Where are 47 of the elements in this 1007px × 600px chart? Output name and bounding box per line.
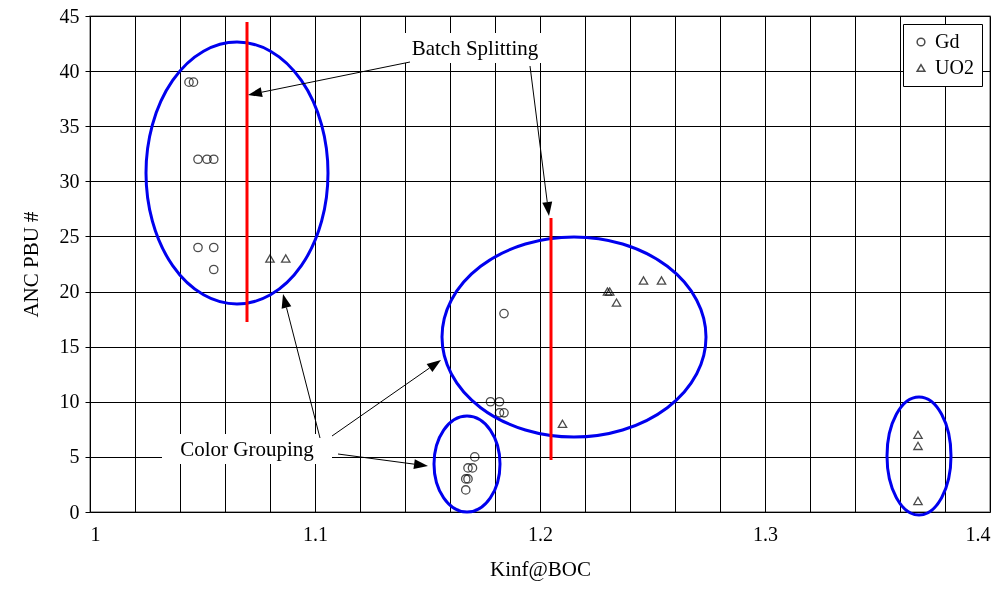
point (913, 430, 923, 440)
point (913, 496, 923, 506)
point (638, 276, 649, 285)
y-tick-label: 40 (59, 59, 80, 82)
point (656, 276, 667, 285)
y-tick-label: 25 (59, 224, 80, 247)
y-tick-label: 5 (69, 445, 80, 468)
point (202, 154, 212, 165)
point (499, 308, 509, 319)
point (188, 77, 199, 87)
annotation: Batch Splitting (411, 36, 539, 60)
x-axis-title: Kinf@BOC (489, 556, 592, 581)
point (280, 254, 291, 263)
point (494, 407, 505, 418)
point (467, 463, 478, 473)
point (193, 242, 203, 253)
point (208, 242, 219, 253)
y-tick-label: 45 (59, 4, 80, 27)
point (463, 463, 473, 473)
y-tick-label: 10 (59, 390, 80, 413)
legend-label: UO2 (935, 56, 974, 78)
point (208, 264, 219, 275)
point (499, 407, 509, 418)
y-tick-label: 20 (59, 280, 80, 303)
point (265, 254, 275, 263)
point (193, 154, 203, 165)
y-axis-title: ANC PBU # (18, 210, 43, 318)
x-tick-label: 1.2 (528, 522, 553, 545)
x-tick-label: 1.1 (303, 522, 328, 545)
x-tick-label: 1.3 (753, 522, 778, 545)
y-tick-label: 35 (59, 114, 80, 137)
legend-label: Gd (935, 30, 960, 52)
x-tick-label: 1.4 (965, 522, 991, 545)
point (485, 396, 496, 407)
point (460, 485, 471, 495)
point (557, 419, 568, 429)
y-tick-label: 15 (59, 335, 80, 358)
point (913, 441, 923, 451)
point (611, 298, 622, 307)
x-tick-label: 1 (90, 522, 101, 545)
y-tick-label: 0 (69, 500, 80, 523)
annotation: Color Grouping (180, 437, 315, 461)
point (469, 452, 480, 462)
point (208, 154, 219, 165)
point (494, 396, 505, 407)
y-tick-label: 30 (59, 169, 80, 192)
point (184, 77, 194, 87)
